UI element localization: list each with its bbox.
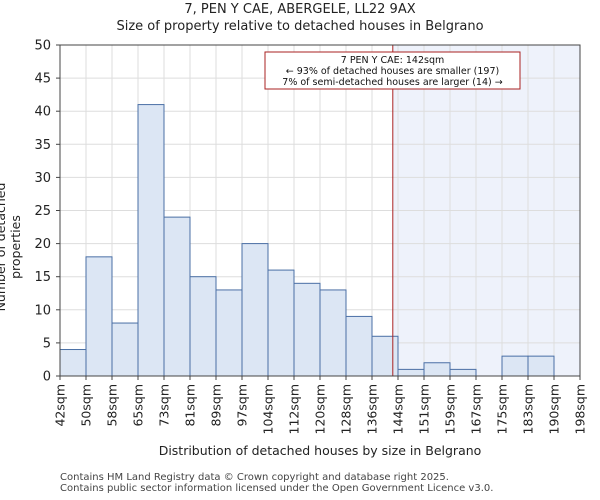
annotation-line-1: 7 PEN Y CAE: 142sqm [341,55,444,66]
bar-50sqm [85,256,113,377]
y-tick-label-45: 45 [34,72,51,87]
x-tick-label-136sqm: 136sqm [365,384,380,434]
y-tick-label-15: 15 [34,270,51,285]
x-axis-label: Distribution of detached houses by size … [158,443,482,458]
y-axis-ticks: 0 5 10 15 20 25 30 35 40 45 50 [34,39,60,385]
bar-42sqm [59,349,87,377]
x-tick-label-128sqm: 128sqm [339,384,354,434]
bar-81sqm [189,276,217,377]
y-tick-label-30: 30 [34,171,51,186]
y-tick-label-20: 20 [34,237,51,252]
annotation-border [264,51,521,90]
x-tick-label-58sqm: 58sqm [105,384,120,427]
x-tick-label-73sqm: 73sqm [157,384,172,427]
footer-line-2: Contains public sector information licen… [60,483,494,494]
x-tick-label-144sqm: 144sqm [391,384,406,434]
x-tick-label-104sqm: 104sqm [261,384,276,434]
x-tick-label-190sqm: 190sqm [547,384,562,434]
y-tick-label-5: 5 [43,336,51,351]
bar-128sqm [345,315,373,377]
bar-183sqm [527,355,555,377]
footer-line-1: Contains HM Land Registry data © Crown c… [60,472,449,483]
x-tick-label-198sqm: 198sqm [573,384,588,434]
y-tick-label-50: 50 [34,39,51,54]
bar-144sqm [397,368,425,377]
annotation-line-3: 7% of semi-detached houses are larger (1… [282,77,502,88]
x-tick-label-159sqm: 159sqm [443,384,458,434]
bar-112sqm [293,282,321,377]
x-tick-label-167sqm: 167sqm [469,384,484,434]
x-tick-label-112sqm: 112sqm [287,384,302,434]
x-axis-ticks: 42sqm 50sqm 58sqm 65sqm 73sqm 81sqm 89sqm 97sqm… [53,376,588,434]
chart-title: 7, PEN Y CAE, ABERGELE, LL22 9AX [184,2,416,17]
x-tick-label-120sqm: 120sqm [313,384,328,434]
x-tick-label-175sqm: 175sqm [495,384,510,434]
bar-73sqm [163,216,191,377]
annotation-box: 7 PEN Y CAE: 142sqm ← 93% of detached ho… [264,51,521,90]
y-tick-label-10: 10 [34,303,51,318]
bar-151sqm [423,362,451,377]
bar-104sqm [267,269,295,377]
bar-120sqm [319,289,347,377]
x-tick-label-81sqm: 81sqm [183,384,198,427]
x-tick-label-89sqm: 89sqm [209,384,224,427]
bar-58sqm [111,322,139,377]
y-axis-label: Number of detached properties [0,182,23,312]
y-tick-label-35: 35 [34,138,51,153]
bars [59,104,555,377]
y-tick-label-0: 0 [43,370,51,385]
x-tick-label-151sqm: 151sqm [417,384,432,434]
bar-136sqm [371,335,399,377]
x-tick-label-65sqm: 65sqm [131,384,146,427]
bar-65sqm [137,104,165,377]
bar-97sqm [241,243,269,377]
x-tick-label-97sqm: 97sqm [235,384,250,427]
x-tick-label-42sqm: 42sqm [53,384,68,427]
chart-subtitle: Size of property relative to detached ho… [116,19,484,34]
x-tick-label-50sqm: 50sqm [79,384,94,427]
bar-175sqm [501,355,529,377]
x-tick-label-183sqm: 183sqm [521,384,536,434]
annotation-line-2: ← 93% of detached houses are smaller (19… [286,66,499,77]
y-tick-label-40: 40 [34,105,51,120]
bar-159sqm [449,368,477,377]
bar-89sqm [215,289,243,377]
y-tick-label-25: 25 [34,204,51,219]
